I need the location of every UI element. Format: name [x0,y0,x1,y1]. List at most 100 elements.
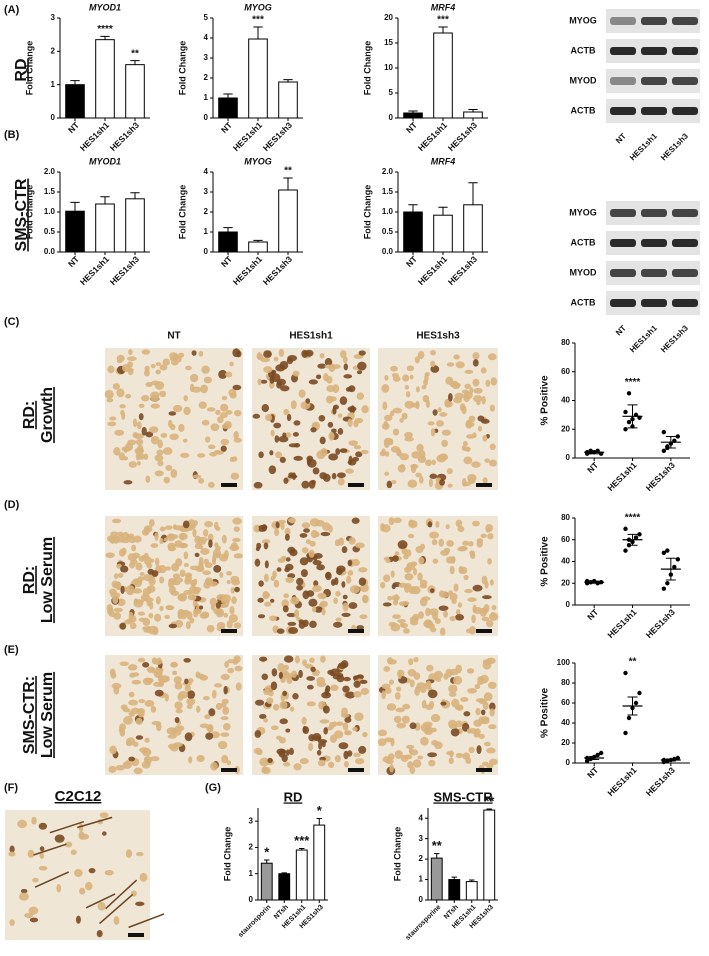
fiber [34,871,70,888]
y-tick-label: 0 [51,113,56,122]
bar [248,241,268,253]
blot-label: ACTB [571,105,596,115]
cell [276,381,282,389]
cell [421,384,427,390]
cell [260,357,271,363]
row-label: RD: [21,566,38,594]
cell [263,366,273,374]
chart-title: SMS-CTR [433,789,493,804]
cell [261,539,271,544]
significance: * [317,803,323,818]
cell [128,611,134,621]
cell [481,396,486,405]
cell [232,537,241,543]
cell [272,704,280,711]
cell [342,356,348,364]
cell [285,577,295,584]
cell [128,461,137,468]
cell [138,403,145,408]
y-tick-label: 1.0 [44,207,56,216]
cell [200,384,209,394]
cell [436,420,444,427]
cell [397,618,406,624]
cell [390,365,398,372]
cell [110,671,117,679]
cell [411,451,421,459]
y-tick-label: 15 [384,38,393,47]
cell [254,730,262,738]
cell [215,526,221,531]
cell [487,681,497,690]
y-tick-label: 60 [561,698,570,707]
y-tick-label: 2 [204,207,209,216]
cell [485,527,492,533]
cell [392,428,400,436]
data-point [623,670,628,676]
fiber [33,843,67,856]
cell [212,558,217,565]
cell [9,919,15,927]
blot-band [610,209,636,217]
cell [233,431,239,440]
cell [477,415,485,422]
y-tick-label: 0.5 [382,227,394,236]
cell [167,533,175,539]
cell [464,369,474,374]
cell [119,661,129,667]
cell [287,354,298,362]
data-point [626,391,632,396]
cell [137,710,145,718]
cell [290,670,298,678]
significance: **** [625,377,641,388]
cell [319,472,328,480]
cell [136,461,141,466]
panel-label: (C) [4,316,20,328]
cell [310,529,319,539]
cell [193,578,198,583]
cell [172,670,178,676]
cell [232,517,242,525]
cell [111,518,122,524]
cell [397,540,408,549]
error-bar [130,60,140,65]
cell [427,752,437,758]
y-tick-label: 1.0 [382,207,394,216]
cell [197,453,206,458]
cell [70,849,77,855]
error-bar [589,450,600,455]
cell [347,570,354,576]
cell [480,533,487,538]
cell [129,622,137,630]
blot-label: ACTB [571,45,596,55]
cell [127,553,138,562]
cell [462,440,468,447]
y-tick-label: 1.5 [44,187,56,196]
cell [278,349,285,357]
cell [408,586,416,595]
cell [356,370,363,375]
cell [142,662,150,668]
blot-label: MYOD [570,267,598,277]
cell [186,690,196,699]
fiber [105,879,138,910]
cell [417,755,424,760]
cell [230,575,240,583]
cell [138,617,146,622]
cell [316,676,326,685]
cell [276,567,282,572]
bar [278,873,291,901]
cell [29,917,39,923]
cell [283,655,294,663]
cell [478,733,485,739]
cell [404,573,414,581]
cell [434,670,443,680]
cell [207,533,214,543]
cell [125,367,134,372]
cell [403,628,410,634]
fiber [99,893,134,925]
cell [345,468,354,474]
cell [353,680,361,688]
cell [296,584,304,591]
cell [162,447,173,455]
cell [320,655,326,663]
